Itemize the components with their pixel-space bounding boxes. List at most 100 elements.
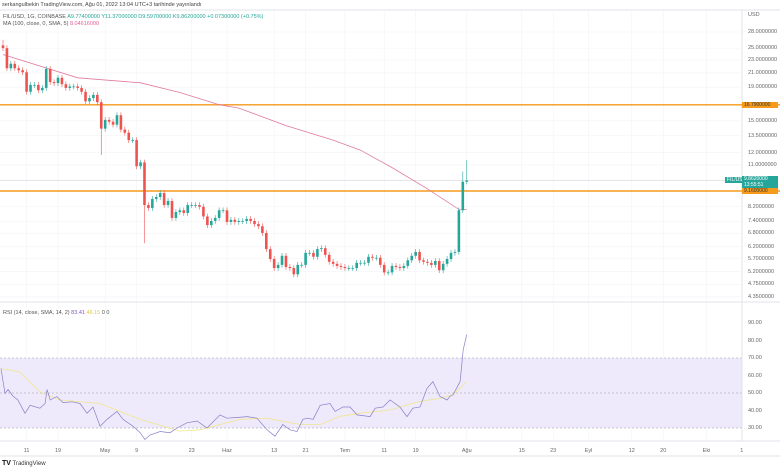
price-tick-label: 6.2000000: [748, 243, 774, 250]
candle-up: [445, 259, 449, 264]
candle-down: [119, 115, 123, 130]
candle-up: [190, 205, 193, 206]
time-tick-label: 1: [740, 448, 744, 454]
candle-down: [76, 86, 79, 88]
candle-up: [320, 248, 323, 250]
rsi-extra-value: 0: [101, 310, 105, 316]
candle-up: [441, 263, 445, 271]
time-tick-label: Ağu: [461, 448, 472, 454]
candle-down: [339, 265, 343, 267]
candle-down: [21, 70, 24, 73]
candle-down: [284, 255, 288, 267]
time-tick-label: 9: [135, 448, 139, 454]
rsi-value: 83.41: [71, 310, 85, 316]
candle-down: [394, 265, 398, 267]
candle-up: [56, 77, 60, 84]
candle-up: [29, 84, 32, 92]
ma100-line: [2, 54, 467, 210]
level-price-tag: 9.1600000: [742, 188, 778, 194]
price-tick-label: 13.5000000: [748, 132, 778, 139]
candle-down: [292, 268, 296, 275]
candle-down: [1, 45, 5, 49]
candle-up: [178, 210, 182, 213]
candle-down: [398, 266, 402, 269]
price-tick-label: 21.0000000: [748, 69, 778, 76]
candle-down: [430, 262, 433, 265]
candle-down: [437, 261, 441, 271]
tradingview-logo[interactable]: TV TradingView: [2, 460, 46, 467]
symbol-legend[interactable]: FIL/USD, 1G, COINBASE A9.77400000 Y11.37…: [3, 14, 263, 20]
level-price-tag: 16.7900000: [742, 101, 778, 108]
rsi-legend[interactable]: RSI (14, close, SMA, 14, 2) 83.41 46.15 …: [3, 310, 109, 316]
candle-down: [202, 206, 205, 217]
price-tick-label: 5.7000000: [748, 255, 774, 262]
candle-up: [453, 251, 457, 253]
candles: [1, 39, 469, 278]
candle-up: [280, 255, 284, 265]
price-tick-label: 23.0000000: [748, 56, 778, 63]
candle-down: [25, 72, 28, 92]
tradingview-logo-icon: TV: [2, 460, 11, 467]
candle-down: [13, 63, 17, 69]
candle-down: [335, 263, 339, 266]
candle-up: [367, 256, 370, 263]
candle-up: [44, 68, 48, 88]
price-tick-label: 5.2000000: [748, 268, 774, 275]
candle-up: [186, 205, 190, 213]
price-tick-label: 4.3500000: [748, 293, 774, 300]
candle-up: [158, 193, 162, 198]
price-tick-label: 15.0000000: [748, 117, 778, 124]
candle-up: [465, 180, 469, 182]
low-value: D9.59700000: [138, 14, 172, 20]
candle-up: [386, 272, 390, 274]
price-tick-label: 6.8000000: [748, 230, 774, 237]
candle-up: [194, 205, 197, 206]
candle-up: [347, 268, 351, 269]
candle-down: [323, 248, 327, 255]
ma-legend[interactable]: MA (100, close, 0, SMA, 5) 8.04616000: [3, 21, 99, 27]
close-value: K9.86200000: [172, 14, 206, 20]
rsi-tick-label: 60.00: [748, 372, 762, 379]
candle-up: [229, 219, 233, 222]
candle-up: [351, 268, 355, 269]
rsi-tick-label: 40.00: [748, 407, 762, 414]
last-price-tag: 9.8620000: [742, 176, 778, 183]
candle-up: [68, 86, 72, 88]
candle-up: [434, 261, 437, 265]
candle-up: [363, 262, 366, 264]
rsi-tick-label: 50.00: [748, 390, 762, 396]
rsi-tick-label: 80.00: [748, 337, 762, 344]
time-tick-label: Haz: [222, 448, 232, 454]
ma-value: 8.04616000: [69, 21, 100, 27]
candle-up: [241, 220, 245, 222]
candle-up: [316, 249, 319, 257]
candle-down: [111, 121, 115, 125]
candle-up: [276, 264, 280, 269]
candle-down: [312, 252, 315, 257]
time-tick-label: 12: [628, 448, 635, 454]
change-value: +0.07300000 (+0.75%): [207, 14, 264, 20]
horizontal-levels[interactable]: [0, 104, 780, 192]
price-tick-label: 25.0000000: [748, 45, 778, 52]
candle-down: [225, 210, 229, 222]
candle-up: [217, 210, 221, 218]
candle-up: [308, 252, 311, 254]
candle-up: [33, 84, 36, 86]
time-tick-label: 23: [550, 448, 557, 454]
ma-label: MA (100, close, 0, SMA, 5): [3, 21, 69, 27]
candle-down: [426, 261, 429, 263]
candle-up: [72, 86, 76, 88]
candle-down: [147, 205, 150, 208]
candle-down: [52, 82, 56, 84]
candle-up: [139, 162, 142, 167]
rsi-sma-value: 46.15: [86, 310, 101, 316]
candle-down: [382, 264, 386, 273]
candle-down: [257, 224, 260, 227]
candle-up: [402, 265, 406, 269]
candle-down: [272, 259, 276, 269]
candle-down: [60, 77, 64, 85]
candle-down: [253, 220, 256, 225]
candle-down: [378, 257, 382, 265]
candle-down: [182, 210, 186, 213]
